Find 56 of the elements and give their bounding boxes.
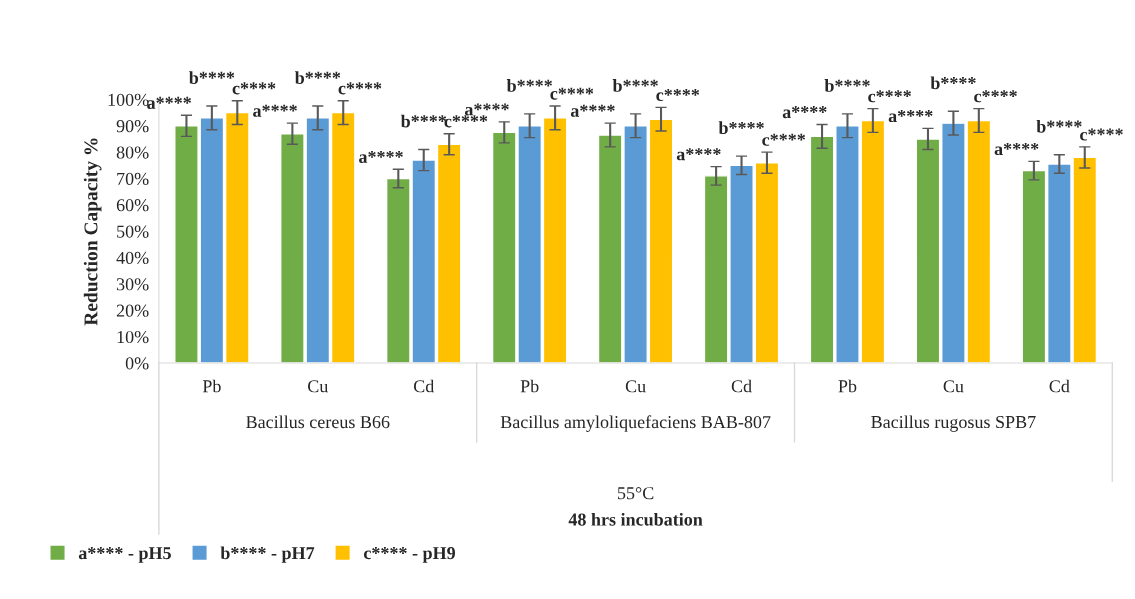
data-label: b**** — [824, 79, 870, 92]
data-label: c**** — [338, 82, 382, 95]
data-label: c**** — [974, 90, 1017, 103]
data-label: a**** — [464, 103, 509, 116]
x-tick-label: Pb — [202, 379, 221, 393]
data-label: c**** — [1080, 128, 1123, 141]
y-tick-label: 30% — [116, 278, 149, 291]
y-tick-label: 40% — [116, 251, 149, 265]
x-tick-label: Cu — [308, 380, 329, 393]
data-label: a**** — [994, 142, 1039, 156]
data-label: a**** — [676, 148, 721, 161]
data-label: c**** — [868, 90, 911, 103]
x-tick-label: Cu — [943, 380, 964, 393]
y-axis-title: Reduction Capacity % — [83, 138, 102, 326]
data-label: b**** — [294, 71, 341, 84]
data-label: b**** — [930, 76, 976, 90]
y-tick-label: 80% — [116, 146, 149, 159]
y-tick-label: 50% — [117, 225, 149, 238]
y-tick-label: 60% — [116, 199, 149, 212]
data-label: a**** — [570, 104, 615, 117]
data-label: b**** — [506, 79, 552, 92]
y-tick-label: 10% — [117, 330, 149, 344]
data-label: a**** — [782, 106, 827, 119]
y-tick-label: 0% — [125, 357, 149, 370]
text: Bacillus rugosus SPB7 — [871, 415, 1036, 432]
x-tick-label: Cd — [413, 379, 435, 393]
data-label: b**** — [612, 79, 658, 92]
data-label: a**** — [253, 104, 297, 117]
data-label: b**** — [718, 121, 764, 134]
y-tick-label: 20% — [116, 304, 149, 317]
data-label: b**** — [400, 114, 447, 128]
data-label: a**** — [147, 96, 191, 109]
data-label: c**** — [232, 82, 276, 95]
data-label: a**** — [888, 110, 933, 123]
data-label: c**** — [656, 88, 700, 102]
x-tick-label: Cd — [731, 379, 752, 393]
data-label: c**** — [550, 87, 594, 100]
text: 48 hrs incubation — [568, 512, 703, 526]
y-tick-label: 70% — [117, 172, 149, 185]
data-label: c**** — [762, 133, 806, 146]
data-label: b**** — [189, 71, 235, 84]
y-tick-label: 90% — [116, 120, 149, 133]
text: 55°C — [617, 487, 654, 500]
data-label: c**** — [444, 115, 488, 128]
text: Bacillus amyloliquefaciens BAB-807 — [500, 415, 771, 432]
data-label: b**** — [1036, 119, 1082, 133]
x-tick-label: Pb — [520, 379, 539, 393]
legend-label: c**** - pH9 — [364, 547, 456, 563]
legend-label: b**** - pH7 — [220, 546, 315, 563]
x-tick-label: Pb — [838, 379, 857, 393]
data-label: a**** — [359, 150, 403, 163]
text: Bacillus cereus B66 — [246, 415, 390, 429]
x-tick-label: Cu — [625, 380, 646, 393]
x-tick-label: Cd — [1049, 379, 1070, 393]
legend-label: a**** - pH5 — [78, 547, 171, 563]
y-tick-label: 100% — [108, 93, 149, 106]
